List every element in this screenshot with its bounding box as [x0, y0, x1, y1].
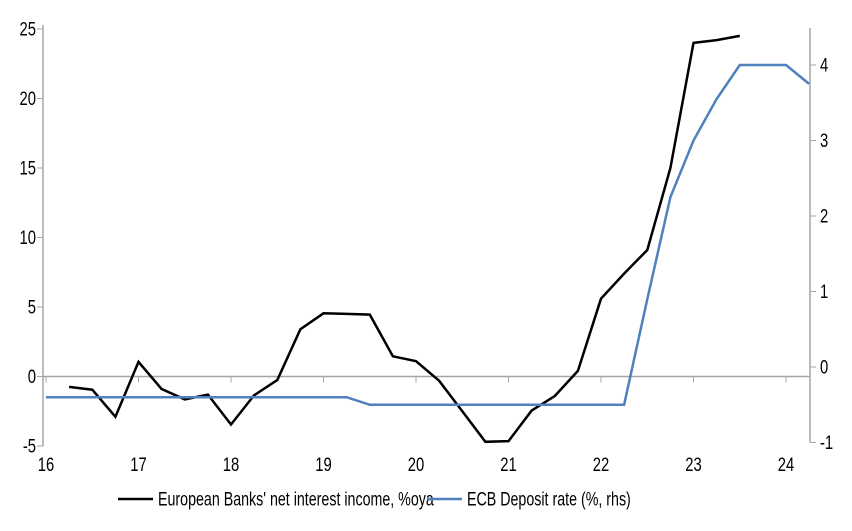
left-axis-tick-label: 10 [20, 227, 36, 248]
right-axis-tick-label: -1 [820, 432, 833, 453]
left-axis-tick-label: 20 [20, 88, 36, 109]
x-axis-tick-label: 23 [685, 454, 701, 475]
left-axis-tick-label: 15 [20, 158, 36, 179]
left-axis-tick-label: -5 [23, 436, 36, 457]
right-axis-tick-label: 1 [820, 281, 828, 302]
series-line-ecb-deposit-rate [46, 63, 810, 407]
right-axis-tick-label: 0 [820, 357, 828, 378]
left-axis-tick-label: 5 [28, 297, 36, 318]
left-axis-tick-label: 0 [28, 366, 36, 387]
right-axis-tick-label: 4 [820, 55, 828, 76]
legend-label-european-banks-nii: European Banks' net interest income, %oy… [158, 489, 434, 510]
series-line-european-banks-nii [68, 34, 741, 444]
x-axis-tick-label: 20 [408, 454, 424, 475]
x-axis-tick-label: 22 [593, 454, 609, 475]
x-axis-tick-label: 24 [778, 454, 794, 475]
right-axis-tick-label: 2 [820, 206, 828, 227]
x-axis-tick-label: 17 [130, 454, 146, 475]
x-axis-tick-label: 19 [315, 454, 331, 475]
x-axis-tick-label: 21 [500, 454, 516, 475]
left-axis-tick-label: 25 [20, 19, 36, 40]
x-axis-tick-label: 16 [38, 454, 54, 475]
legend-label-ecb-deposit-rate: ECB Deposit rate (%, rhs) [467, 489, 631, 510]
x-axis-tick-label: 18 [223, 454, 239, 475]
right-axis-tick-label: 3 [820, 130, 828, 151]
